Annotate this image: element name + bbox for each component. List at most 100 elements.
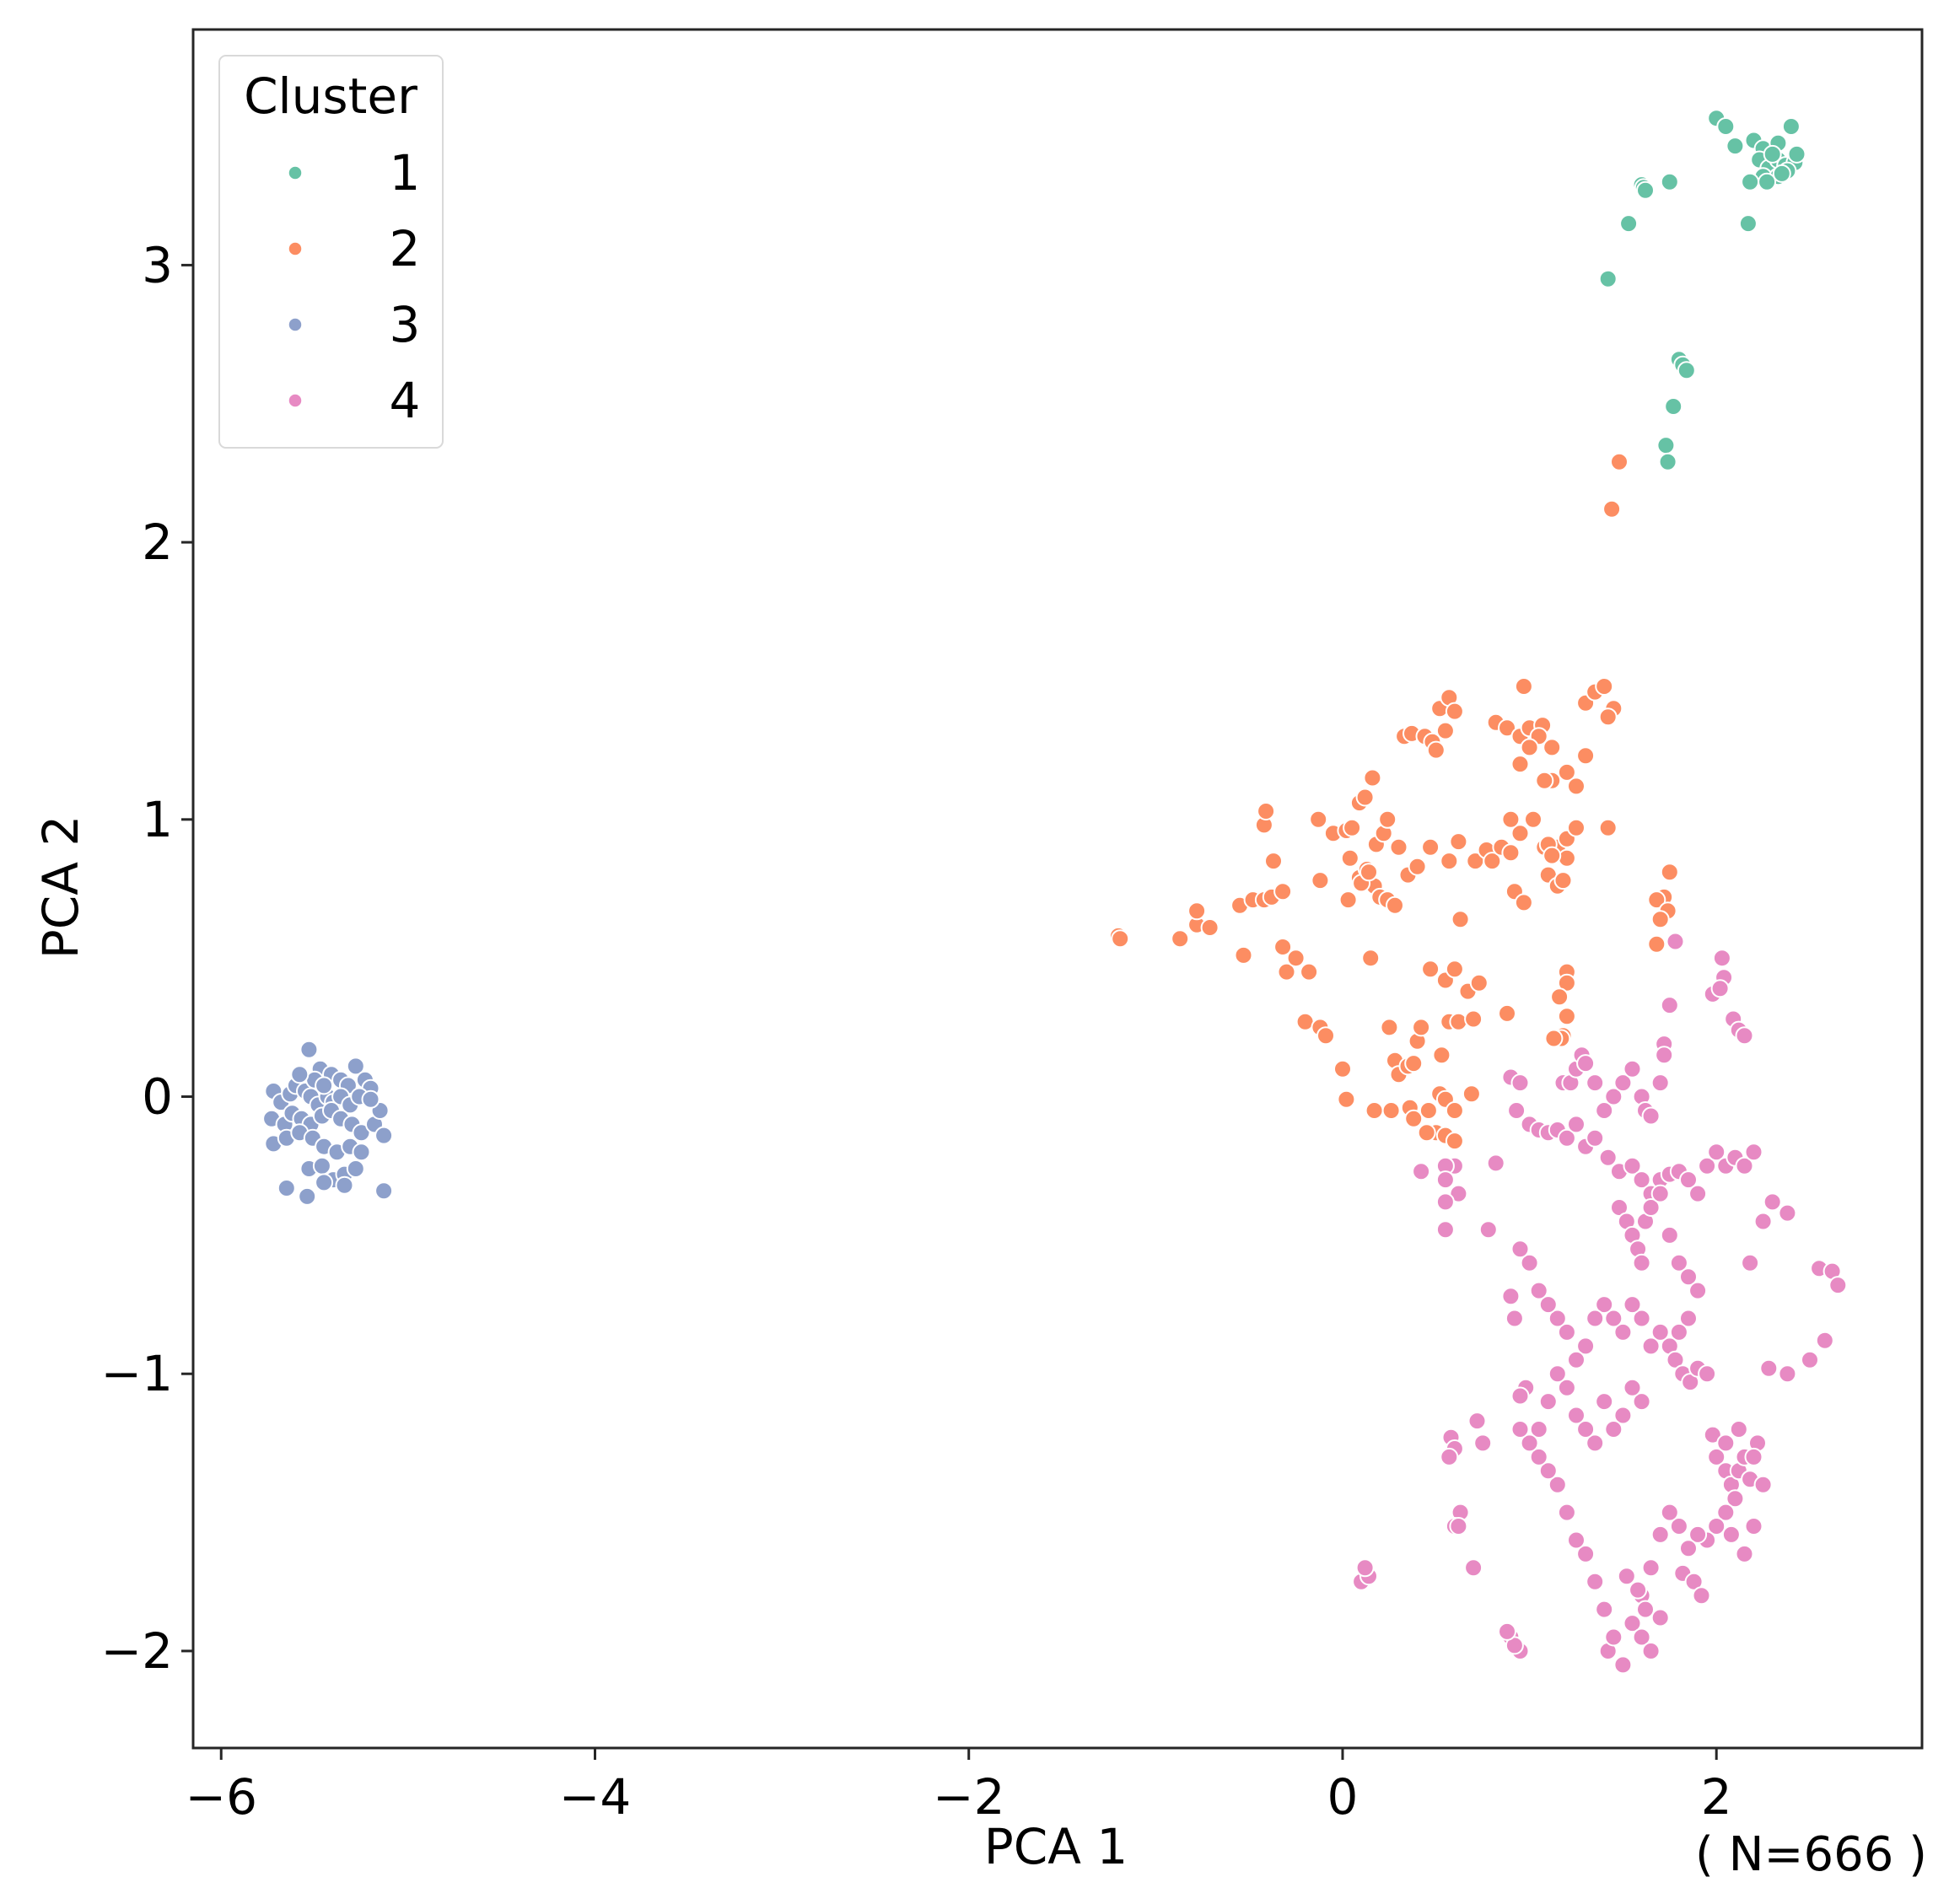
- data-point-cluster-3: [352, 1143, 371, 1162]
- data-point-cluster-4: [1641, 1337, 1661, 1356]
- data-point-cluster-2: [1543, 738, 1562, 757]
- data-point-cluster-4: [1735, 1026, 1754, 1046]
- data-point-cluster-4: [1698, 1156, 1717, 1175]
- data-point-cluster-4: [1604, 1087, 1623, 1106]
- data-point-cluster-4: [1510, 1240, 1530, 1259]
- data-point-cluster-4: [1669, 1517, 1688, 1536]
- data-point-cluster-2: [1595, 677, 1614, 696]
- data-point-cluster-4: [1703, 1425, 1722, 1444]
- data-point-cluster-4: [1716, 1433, 1736, 1453]
- data-point-cluster-4: [1576, 1544, 1596, 1563]
- data-point-cluster-4: [1567, 1350, 1586, 1369]
- data-point-cluster-4: [1632, 1170, 1651, 1190]
- data-point-cluster-3: [315, 1076, 334, 1095]
- data-point-cluster-3: [298, 1186, 317, 1206]
- data-point-cluster-2: [1432, 1046, 1451, 1065]
- data-point-cluster-2: [1510, 755, 1530, 774]
- x-tick-label: −6: [185, 1768, 257, 1826]
- data-point-cluster-4: [1679, 1309, 1698, 1328]
- data-point-cluster-1: [1664, 397, 1683, 416]
- data-point-cluster-2: [1514, 677, 1533, 696]
- data-point-cluster-1: [1658, 452, 1677, 471]
- data-point-cluster-2: [1404, 1054, 1424, 1073]
- data-point-cluster-4: [1744, 1143, 1763, 1162]
- data-point-cluster-4: [1778, 1203, 1797, 1223]
- data-point-cluster-4: [1623, 1156, 1642, 1175]
- data-point-cluster-2: [1340, 848, 1359, 868]
- data-point-cluster-2: [1510, 824, 1530, 843]
- data-point-cluster-1: [1741, 172, 1760, 191]
- data-point-cluster-2: [1660, 863, 1679, 882]
- data-point-cluster-4: [1548, 1475, 1567, 1494]
- data-point-cluster-2: [1419, 1101, 1438, 1120]
- data-point-cluster-2: [1524, 809, 1543, 829]
- data-point-cluster-4: [1688, 1281, 1708, 1300]
- data-point-cluster-4: [1576, 1054, 1596, 1073]
- data-point-cluster-4: [1735, 1544, 1754, 1563]
- data-point-cluster-4: [1507, 1101, 1526, 1120]
- data-point-cluster-2: [1557, 848, 1576, 868]
- data-point-cluster-2: [1361, 949, 1381, 968]
- y-axis: −2 −1 0 1 2 3: [101, 236, 193, 1680]
- data-point-cluster-4: [1595, 1295, 1614, 1315]
- data-point-cluster-2: [1498, 718, 1516, 738]
- data-point-cluster-2: [1501, 843, 1521, 863]
- data-point-cluster-2: [1408, 857, 1427, 876]
- data-point-cluster-4: [1557, 1378, 1576, 1397]
- data-point-cluster-3: [299, 1040, 319, 1059]
- data-point-cluster-2: [1544, 1029, 1564, 1048]
- data-point-cluster-4: [1721, 1525, 1741, 1544]
- legend-label-cluster-1: 1: [390, 144, 421, 202]
- data-point-cluster-4: [1632, 1392, 1651, 1412]
- data-point-cluster-2: [1417, 1123, 1436, 1143]
- data-point-cluster-3: [361, 1089, 380, 1109]
- data-point-cluster-4: [1586, 1309, 1605, 1328]
- data-point-cluster-4: [1650, 1608, 1670, 1627]
- data-point-cluster-4: [1707, 1143, 1726, 1162]
- data-point-cluster-4: [1753, 1212, 1773, 1231]
- legend-items: 1 2 3 4: [288, 144, 420, 429]
- data-point-cluster-2: [1337, 1089, 1356, 1109]
- data-point-cluster-2: [1602, 499, 1622, 519]
- legend-title: Cluster: [244, 67, 417, 125]
- data-point-cluster-2: [1389, 837, 1408, 857]
- data-point-cluster-1: [1598, 269, 1618, 288]
- data-point-cluster-4: [1698, 1364, 1717, 1384]
- data-point-cluster-2: [1647, 890, 1666, 910]
- data-point-cluster-1: [1758, 172, 1777, 191]
- data-point-cluster-2: [1264, 852, 1283, 871]
- data-point-cluster-4: [1650, 1184, 1670, 1203]
- data-point-cluster-4: [1604, 1420, 1623, 1439]
- data-point-cluster-4: [1613, 1655, 1633, 1675]
- data-point-cluster-4: [1586, 1433, 1605, 1453]
- data-point-cluster-3: [290, 1065, 310, 1084]
- data-point-cluster-2: [1277, 962, 1296, 982]
- data-point-cluster-2: [1435, 721, 1455, 740]
- data-point-cluster-3: [352, 1123, 371, 1143]
- data-point-cluster-4: [1586, 1073, 1605, 1093]
- data-point-cluster-2: [1355, 788, 1375, 807]
- y-tick-label: 2: [142, 514, 173, 571]
- legend-marker-cluster-3: [288, 317, 303, 332]
- data-point-cluster-4: [1753, 1475, 1773, 1494]
- data-point-cluster-4: [1741, 1253, 1760, 1272]
- y-tick-label: −2: [101, 1622, 174, 1680]
- data-point-cluster-4: [1666, 932, 1685, 951]
- data-point-cluster-2: [1483, 852, 1502, 871]
- data-point-cluster-4: [1595, 1101, 1614, 1120]
- data-point-cluster-2: [1338, 890, 1358, 910]
- data-point-cluster-4: [1655, 1046, 1674, 1065]
- data-point-cluster-4: [1576, 1337, 1596, 1356]
- data-point-cluster-1: [1763, 144, 1782, 164]
- data-point-cluster-4: [1778, 1364, 1797, 1384]
- data-point-cluster-2: [1273, 882, 1293, 901]
- data-point-cluster-2: [1412, 1018, 1431, 1037]
- legend-label-cluster-3: 3: [390, 296, 421, 353]
- data-point-cluster-4: [1510, 1073, 1530, 1093]
- x-tick-label: −2: [933, 1768, 1005, 1826]
- data-point-cluster-4: [1449, 1184, 1468, 1203]
- data-point-cluster-2: [1543, 846, 1562, 865]
- data-point-cluster-4: [1679, 1170, 1698, 1190]
- data-point-cluster-2: [1557, 762, 1576, 782]
- data-point-cluster-4: [1641, 1198, 1661, 1217]
